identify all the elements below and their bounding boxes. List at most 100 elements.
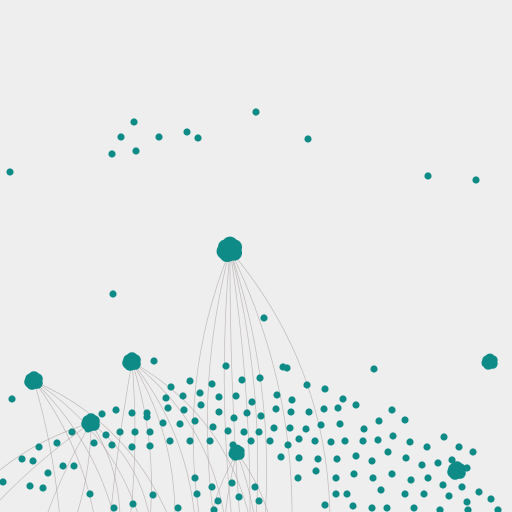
graph-node[interactable] [388,406,396,414]
graph-node[interactable] [343,490,351,498]
graph-node[interactable] [448,456,456,464]
graph-node[interactable] [180,406,188,414]
graph-node[interactable] [210,506,218,512]
graph-node[interactable] [455,443,463,451]
graph-node[interactable] [110,504,118,512]
graph-node[interactable] [240,428,248,436]
graph-node[interactable] [243,409,251,417]
graph-node[interactable] [294,474,302,482]
graph-node[interactable] [311,437,319,445]
graph-node[interactable] [215,408,223,416]
graph-node[interactable] [440,433,448,441]
graph-node[interactable] [420,490,428,498]
graph-node[interactable] [146,428,154,436]
graph-node[interactable] [252,108,260,116]
graph-node[interactable] [191,417,199,425]
graph-node[interactable] [339,395,347,403]
graph-node[interactable] [407,476,415,484]
graph-node[interactable] [108,441,116,449]
graph-node[interactable] [295,454,303,462]
graph-node[interactable] [283,364,291,372]
graph-node[interactable] [445,492,453,500]
graph-node[interactable] [197,401,205,409]
graph-node[interactable] [128,409,136,417]
graph-node[interactable] [183,128,191,136]
graph-node[interactable] [214,497,222,505]
graph-node[interactable] [384,448,392,456]
graph-node[interactable] [284,441,292,449]
graph-node[interactable] [59,462,67,470]
graph-node[interactable] [70,462,78,470]
graph-node[interactable] [194,134,202,142]
graph-node[interactable] [128,443,136,451]
graph-node[interactable] [222,362,230,370]
graph-node[interactable] [464,506,472,512]
graph-node[interactable] [494,506,502,512]
graph-node[interactable] [334,404,342,412]
graph-node[interactable] [196,389,204,397]
graph-node[interactable] [167,383,175,391]
graph-node[interactable] [463,498,471,506]
graph-node[interactable] [174,504,182,512]
graph-node[interactable] [317,421,325,429]
graph-node[interactable] [68,428,76,436]
graph-node[interactable] [39,484,47,492]
graph-node[interactable] [327,438,335,446]
graph-node[interactable] [255,497,263,505]
graph-node[interactable] [475,488,483,496]
graph-node[interactable] [424,172,432,180]
graph-node[interactable] [375,417,383,425]
graph-node[interactable] [109,290,117,298]
graph-node[interactable] [402,454,410,462]
graph-node[interactable] [35,443,43,451]
graph-node[interactable] [209,423,217,431]
graph-node[interactable] [487,495,495,503]
graph-node[interactable] [304,135,312,143]
graph-node[interactable] [439,481,447,489]
graph-node[interactable] [333,455,341,463]
graph-node[interactable] [230,414,238,422]
graph-node[interactable] [186,377,194,385]
graph-node[interactable] [248,398,256,406]
graph-node[interactable] [352,452,360,460]
graph-node[interactable] [332,474,340,482]
graph-node[interactable] [320,405,328,413]
graph-node[interactable] [369,474,377,482]
graph-node[interactable] [410,504,418,512]
graph-node[interactable] [228,479,236,487]
graph-node[interactable] [164,404,172,412]
graph-node[interactable] [374,436,382,444]
graph-node[interactable] [336,420,344,428]
graph-node[interactable] [388,470,396,478]
graph-node[interactable] [108,150,116,158]
graph-node[interactable] [401,416,409,424]
graph-node[interactable] [458,483,466,491]
graph-node[interactable] [130,118,138,126]
graph-node[interactable] [295,435,303,443]
graph-node[interactable] [341,437,349,445]
graph-node[interactable] [352,401,360,409]
graph-node[interactable] [149,491,157,499]
graph-node[interactable] [247,437,255,445]
graph-node[interactable] [303,381,311,389]
graph-node[interactable] [26,482,34,490]
graph-node[interactable] [332,490,340,498]
graph-node[interactable] [232,392,240,400]
graph-node[interactable] [29,457,37,465]
graph-node[interactable] [143,409,151,417]
graph-node[interactable] [224,427,232,435]
graph-node[interactable] [44,469,52,477]
graph-node[interactable] [359,437,367,445]
graph-node[interactable] [389,432,397,440]
graph-node[interactable] [277,453,285,461]
graph-node[interactable] [273,391,281,399]
graph-node[interactable] [350,470,358,478]
graph-node[interactable] [98,410,106,418]
graph-node[interactable] [406,438,414,446]
graph-node[interactable] [206,437,214,445]
graph-node[interactable] [146,442,154,450]
graph-node[interactable] [266,437,274,445]
graph-node[interactable] [150,357,158,365]
graph-node[interactable] [193,490,201,498]
graph-node[interactable] [418,461,426,469]
